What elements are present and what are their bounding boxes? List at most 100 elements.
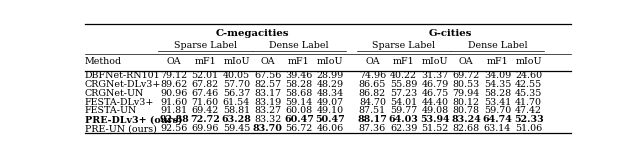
Text: 83.70: 83.70: [253, 124, 283, 133]
Text: 74.96: 74.96: [359, 71, 386, 80]
Text: OA: OA: [365, 57, 380, 66]
Text: 79.12: 79.12: [161, 71, 188, 80]
Text: CRGNet-DLv3+: CRGNet-DLv3+: [85, 80, 161, 89]
Text: CRGNet-UN: CRGNet-UN: [85, 89, 145, 98]
Text: 59.14: 59.14: [285, 97, 312, 106]
Text: 56.72: 56.72: [285, 124, 312, 133]
Text: 28.99: 28.99: [317, 71, 344, 80]
Text: 91.60: 91.60: [161, 97, 188, 106]
Text: 34.09: 34.09: [484, 71, 511, 80]
Text: 49.08: 49.08: [421, 106, 449, 115]
Text: Sparse Label: Sparse Label: [173, 41, 237, 50]
Text: 67.46: 67.46: [191, 89, 219, 98]
Text: 64.74: 64.74: [483, 115, 513, 124]
Text: 51.52: 51.52: [421, 124, 449, 133]
Text: 69.42: 69.42: [191, 106, 219, 115]
Text: 79.94: 79.94: [452, 89, 480, 98]
Text: 84.70: 84.70: [359, 97, 386, 106]
Text: 58.28: 58.28: [285, 80, 312, 89]
Text: 24.60: 24.60: [515, 71, 542, 80]
Text: DBFNet-RN101: DBFNet-RN101: [85, 71, 161, 80]
Text: 80.53: 80.53: [452, 80, 480, 89]
Text: 80.78: 80.78: [452, 106, 479, 115]
Text: mIoU: mIoU: [422, 57, 448, 66]
Text: 87.36: 87.36: [359, 124, 386, 133]
Text: 83.24: 83.24: [451, 115, 481, 124]
Text: 88.17: 88.17: [358, 115, 387, 124]
Text: mF1: mF1: [486, 57, 508, 66]
Text: 31.37: 31.37: [421, 71, 449, 80]
Text: 46.06: 46.06: [317, 124, 344, 133]
Text: 59.77: 59.77: [390, 106, 417, 115]
Text: 59.45: 59.45: [223, 124, 250, 133]
Text: mIoU: mIoU: [317, 57, 344, 66]
Text: 92.56: 92.56: [160, 124, 188, 133]
Text: 52.01: 52.01: [191, 71, 219, 80]
Text: Dense Label: Dense Label: [269, 41, 329, 50]
Text: 41.70: 41.70: [515, 97, 542, 106]
Text: 61.54: 61.54: [223, 97, 250, 106]
Text: 47.42: 47.42: [515, 106, 542, 115]
Text: mIoU: mIoU: [515, 57, 542, 66]
Text: 83.17: 83.17: [254, 89, 282, 98]
Text: 54.01: 54.01: [390, 97, 417, 106]
Text: 87.51: 87.51: [359, 106, 386, 115]
Text: 55.89: 55.89: [390, 80, 417, 89]
Text: FESTA-DLv3+: FESTA-DLv3+: [85, 97, 154, 106]
Text: Dense Label: Dense Label: [468, 41, 527, 50]
Text: 90.96: 90.96: [160, 89, 188, 98]
Text: PRE-DLv3+ (ours): PRE-DLv3+ (ours): [85, 115, 182, 124]
Text: 59.70: 59.70: [484, 106, 511, 115]
Text: OA: OA: [260, 57, 275, 66]
Text: mF1: mF1: [195, 57, 216, 66]
Text: 82.68: 82.68: [452, 124, 480, 133]
Text: 52.33: 52.33: [514, 115, 543, 124]
Text: 46.75: 46.75: [421, 89, 449, 98]
Text: C-megacities: C-megacities: [216, 29, 289, 38]
Text: 72.72: 72.72: [190, 115, 220, 124]
Text: 67.56: 67.56: [254, 71, 282, 80]
Text: 83.27: 83.27: [254, 106, 282, 115]
Text: 60.08: 60.08: [285, 106, 312, 115]
Text: PRE-UN (ours): PRE-UN (ours): [85, 124, 157, 133]
Text: 39.46: 39.46: [285, 71, 313, 80]
Text: 54.35: 54.35: [484, 80, 511, 89]
Text: 63.14: 63.14: [484, 124, 511, 133]
Text: Method: Method: [85, 57, 122, 66]
Text: 53.94: 53.94: [420, 115, 450, 124]
Text: 92.88: 92.88: [159, 115, 189, 124]
Text: 51.06: 51.06: [515, 124, 542, 133]
Text: G-cities: G-cities: [429, 29, 472, 38]
Text: mIoU: mIoU: [223, 57, 250, 66]
Text: 50.47: 50.47: [316, 115, 345, 124]
Text: 83.32: 83.32: [254, 115, 282, 124]
Text: 40.22: 40.22: [390, 71, 417, 80]
Text: 49.07: 49.07: [317, 97, 344, 106]
Text: 48.34: 48.34: [317, 89, 344, 98]
Text: 57.70: 57.70: [223, 80, 250, 89]
Text: 40.05: 40.05: [223, 71, 250, 80]
Text: 60.47: 60.47: [284, 115, 314, 124]
Text: 69.96: 69.96: [191, 124, 219, 133]
Text: 64.03: 64.03: [388, 115, 419, 124]
Text: 45.35: 45.35: [515, 89, 542, 98]
Text: 58.68: 58.68: [285, 89, 312, 98]
Text: Sparse Label: Sparse Label: [372, 41, 435, 50]
Text: 44.40: 44.40: [421, 97, 449, 106]
Text: FESTA-UN: FESTA-UN: [85, 106, 138, 115]
Text: 48.29: 48.29: [317, 80, 344, 89]
Text: 86.82: 86.82: [359, 89, 386, 98]
Text: 83.19: 83.19: [254, 97, 282, 106]
Text: 42.55: 42.55: [515, 80, 542, 89]
Text: mF1: mF1: [288, 57, 310, 66]
Text: 86.65: 86.65: [358, 80, 386, 89]
Text: 53.41: 53.41: [484, 97, 511, 106]
Text: 69.72: 69.72: [452, 71, 480, 80]
Text: 71.60: 71.60: [191, 97, 219, 106]
Text: 58.28: 58.28: [484, 89, 511, 98]
Text: 67.82: 67.82: [191, 80, 219, 89]
Text: 49.10: 49.10: [317, 106, 344, 115]
Text: 46.79: 46.79: [421, 80, 449, 89]
Text: OA: OA: [166, 57, 181, 66]
Text: 63.28: 63.28: [221, 115, 252, 124]
